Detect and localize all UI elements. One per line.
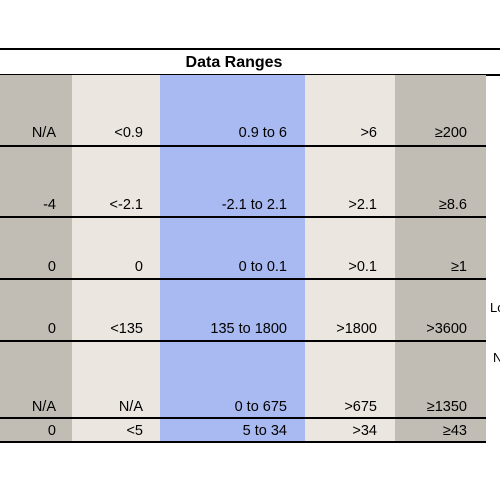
cell-col1[interactable]: 0 [47, 423, 56, 439]
row-separator [0, 145, 486, 147]
cell-col4[interactable]: >6 [360, 125, 377, 141]
cell-col4[interactable]: >34 [352, 423, 377, 439]
column-band-1 [0, 75, 72, 443]
row-separator [0, 278, 486, 280]
cell-col3[interactable]: 135 to 1800 [210, 321, 287, 337]
clipped-side-label: Lo [490, 300, 500, 315]
column-band-5 [395, 75, 486, 443]
cell-col3[interactable]: 5 to 34 [242, 423, 287, 439]
cell-col1[interactable]: N/A [31, 399, 56, 415]
cell-col2[interactable]: <0.9 [114, 125, 143, 141]
column-band-4 [305, 75, 395, 443]
cell-col4[interactable]: >1800 [336, 321, 377, 337]
cell-col1[interactable]: 0 [47, 259, 56, 275]
cell-col4[interactable]: >0.1 [348, 259, 377, 275]
column-band-3 [160, 75, 305, 443]
cell-col2[interactable]: <5 [126, 423, 143, 439]
row-separator [0, 417, 486, 419]
cell-col4[interactable]: >2.1 [348, 197, 377, 213]
cell-col5[interactable]: ≥1350 [426, 399, 467, 415]
table-title: Data Ranges [185, 54, 283, 71]
row-separator [0, 216, 486, 218]
cell-col5[interactable]: ≥1 [450, 259, 467, 275]
cell-col5[interactable]: ≥8.6 [438, 197, 467, 213]
row-separator [0, 340, 486, 342]
cell-col1[interactable]: 0 [47, 321, 56, 337]
cell-col5[interactable]: >3600 [426, 321, 467, 337]
clipped-side-label: N [493, 350, 500, 365]
cell-col3[interactable]: -2.1 to 2.1 [221, 197, 287, 213]
cell-col3[interactable]: 0 to 675 [234, 399, 287, 415]
cell-col1[interactable]: -4 [43, 197, 56, 213]
top-border [0, 48, 500, 50]
cell-col2[interactable]: 0 [134, 259, 143, 275]
cell-col5[interactable]: ≥200 [434, 125, 467, 141]
cell-col5[interactable]: ≥43 [442, 423, 467, 439]
bottom-border [0, 441, 486, 443]
column-band-2 [72, 75, 160, 443]
cell-col3[interactable]: 0 to 0.1 [238, 259, 287, 275]
cell-col2[interactable]: <-2.1 [109, 197, 143, 213]
cell-col2[interactable]: <135 [110, 321, 143, 337]
cell-col4[interactable]: >675 [344, 399, 377, 415]
cell-col2[interactable]: N/A [118, 399, 143, 415]
cell-col1[interactable]: N/A [31, 125, 56, 141]
cell-col3[interactable]: 0.9 to 6 [238, 125, 287, 141]
